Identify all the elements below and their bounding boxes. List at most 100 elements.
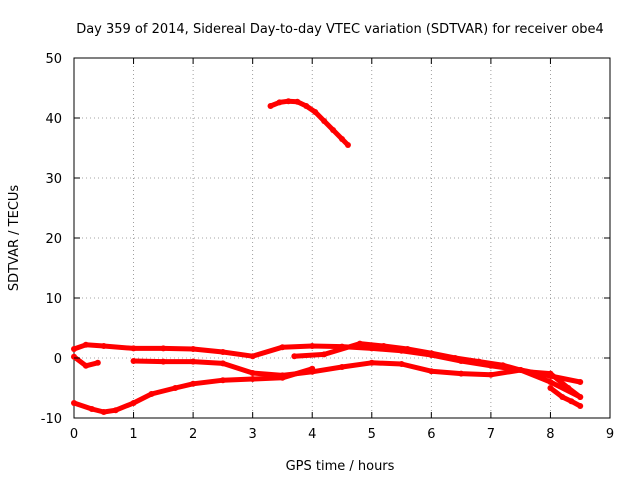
x-tick-label: 0 <box>70 427 78 442</box>
data-point <box>82 362 89 369</box>
data-point <box>452 355 459 361</box>
data-point <box>219 360 226 367</box>
data-point <box>309 343 316 349</box>
series-arc-mid <box>130 358 584 400</box>
data-point <box>339 136 345 142</box>
y-tick-label: 20 <box>45 232 62 247</box>
data-point <box>309 365 316 372</box>
x-tick-label: 2 <box>189 427 197 442</box>
data-point <box>100 409 107 415</box>
y-axis-label: SDTVAR / TECUs <box>7 185 22 292</box>
data-point <box>303 103 310 109</box>
data-point <box>458 370 465 377</box>
data-point <box>82 341 89 348</box>
series-arc-short <box>71 353 101 369</box>
series-arc-tail <box>547 385 584 409</box>
y-tick-label: 10 <box>45 292 62 307</box>
data-point <box>148 391 155 397</box>
data-point <box>190 380 197 387</box>
series-line <box>268 98 351 148</box>
data-point <box>172 385 179 391</box>
data-point <box>88 406 95 412</box>
data-point <box>559 394 566 400</box>
data-point <box>344 142 351 148</box>
x-tick-labels: 0 1 2 3 4 5 6 7 8 9 <box>70 427 614 442</box>
series-line <box>547 385 583 409</box>
data-point <box>428 350 435 357</box>
data-point <box>565 385 572 391</box>
data-point <box>160 345 167 352</box>
x-tick-label: 9 <box>606 427 614 442</box>
data-point <box>294 98 301 105</box>
x-tick-label: 3 <box>249 427 257 442</box>
data-point <box>312 109 319 115</box>
x-axis-label: GPS time / hours <box>286 459 395 474</box>
data-point <box>276 99 283 106</box>
y-tick-labels: -10 0 10 20 30 40 50 <box>41 52 62 427</box>
axis-ticks <box>73 57 611 419</box>
series-line <box>131 358 583 400</box>
data-point <box>130 400 137 406</box>
chart-title: Day 359 of 2014, Sidereal Day-to-day VTE… <box>76 22 604 37</box>
data-point <box>291 353 298 360</box>
data-point <box>71 400 77 406</box>
data-point <box>523 368 530 375</box>
data-point <box>71 346 77 352</box>
data-point <box>339 364 345 370</box>
data-point <box>475 358 482 365</box>
data-point <box>249 370 256 376</box>
y-tick-label: 0 <box>54 352 62 367</box>
data-point <box>249 353 256 360</box>
data-point <box>279 374 286 381</box>
x-tick-label: 6 <box>427 427 435 442</box>
data-point <box>428 368 435 375</box>
x-tick-label: 1 <box>129 427 137 442</box>
data-point <box>160 358 167 365</box>
data-point <box>190 346 197 352</box>
data-point <box>94 359 101 366</box>
series-arc-high <box>267 98 351 148</box>
data-point <box>249 376 256 382</box>
x-tick-label: 5 <box>368 427 376 442</box>
y-tick-label: 50 <box>45 52 62 67</box>
y-tick-label: 40 <box>45 112 62 127</box>
data-point <box>321 351 328 358</box>
y-tick-label: 30 <box>45 172 62 187</box>
x-tick-label: 8 <box>546 427 554 442</box>
data-point <box>130 358 137 364</box>
data-point <box>404 346 411 352</box>
x-tick-label: 7 <box>487 427 495 442</box>
data-point <box>577 403 584 409</box>
x-tick-label: 4 <box>308 427 316 442</box>
data-point <box>499 362 506 369</box>
data-point <box>547 385 554 391</box>
data-point <box>112 407 119 414</box>
data-point <box>577 379 584 385</box>
y-tick-label: -10 <box>41 412 62 427</box>
data-point <box>219 377 226 384</box>
data-point <box>356 340 363 347</box>
series-arc-low <box>71 365 316 415</box>
data-point <box>321 118 328 124</box>
data-point <box>267 103 274 109</box>
data-point <box>547 379 554 385</box>
data-point <box>568 398 575 405</box>
data-point <box>380 343 387 349</box>
series-layer <box>71 98 584 415</box>
data-point <box>130 345 137 352</box>
series-arc-upper2 <box>291 340 584 400</box>
data-point <box>285 98 292 105</box>
data-point <box>547 370 554 377</box>
data-point <box>368 359 375 366</box>
data-point <box>398 361 405 367</box>
data-point <box>279 344 286 351</box>
data-point <box>71 353 77 360</box>
data-point <box>487 371 494 378</box>
data-point <box>330 127 337 133</box>
data-point <box>190 358 197 365</box>
data-point <box>219 349 226 355</box>
data-point <box>577 394 584 400</box>
grid <box>74 58 610 418</box>
data-point <box>100 343 107 349</box>
